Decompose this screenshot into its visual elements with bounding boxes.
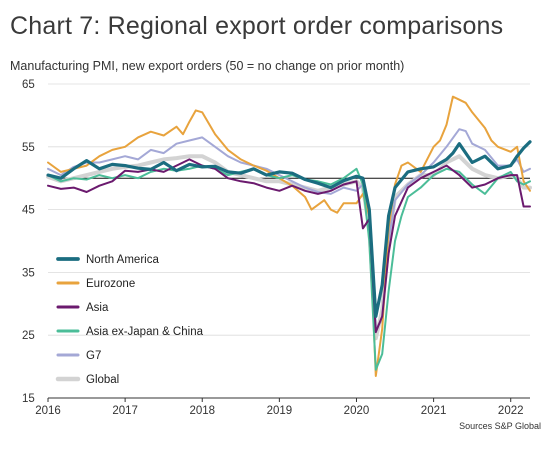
- legend-label: Asia: [86, 302, 109, 314]
- series-line-north-america: [46, 140, 532, 318]
- series-lines: [46, 95, 532, 377]
- x-tick-label: 2021: [421, 405, 447, 417]
- x-tick-label: 2016: [35, 405, 61, 417]
- x-tick-label: 2017: [112, 405, 138, 417]
- chart-subtitle: Manufacturing PMI, new export orders (50…: [10, 59, 405, 73]
- y-tick-label: 55: [22, 142, 35, 154]
- legend-label: G7: [86, 350, 101, 362]
- series-line-asia-ex-japan-china: [47, 164, 531, 371]
- series-line-global: [46, 154, 532, 341]
- legend-label: Global: [86, 374, 119, 386]
- y-tick-label: 25: [22, 330, 35, 342]
- legend: North America Eurozone Asia Asia ex-Japan &…: [55, 254, 204, 386]
- series-line-asia: [47, 158, 531, 334]
- chart-title: Chart 7: Regional export order compariso…: [10, 12, 504, 40]
- x-tick-label: 2022: [498, 405, 524, 417]
- legend-label: Eurozone: [86, 278, 135, 290]
- series-line-eurozone: [47, 95, 531, 377]
- chart-source: Sources S&P Global: [459, 421, 541, 431]
- axes: 15 25 35 45 55 65 2016 2017 2018 2019 2020 2021 2022: [22, 79, 530, 417]
- x-tick-label: 2018: [189, 405, 215, 417]
- y-tick-label: 65: [22, 79, 35, 91]
- legend-label: North America: [86, 254, 159, 266]
- x-tick-label: 2020: [344, 405, 370, 417]
- y-tick-label: 15: [22, 393, 35, 405]
- legend-label: Asia ex-Japan & China: [86, 326, 204, 338]
- x-tick-label: 2019: [267, 405, 293, 417]
- y-tick-label: 35: [22, 267, 35, 279]
- y-tick-label: 45: [22, 205, 35, 217]
